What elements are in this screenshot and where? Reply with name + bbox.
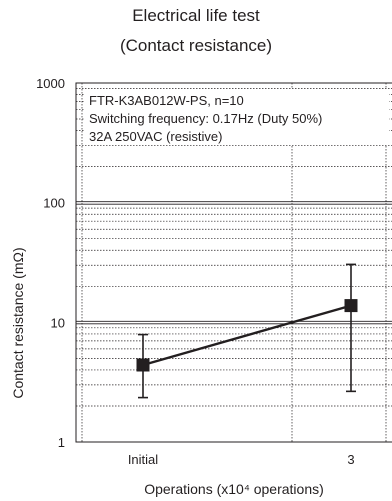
series-line <box>142 304 352 367</box>
annotation-background <box>85 89 389 145</box>
y-tick-label: 1000 <box>36 76 65 91</box>
data-point-marker <box>344 299 358 313</box>
x-tick-label: 3 <box>347 452 354 467</box>
y-tick-label: 10 <box>51 315 65 330</box>
annotation-line-1: FTR-K3AB012W-PS, n=10 <box>89 93 244 108</box>
y-tick-label: 100 <box>43 196 65 211</box>
plot-frame <box>75 82 392 443</box>
x-tick-label: Initial <box>128 452 158 467</box>
annotation-line-2: Switching frequency: 0.17Hz (Duty 50%) <box>89 111 322 126</box>
y-axis-label: Contact resistance (mΩ) <box>10 247 26 399</box>
data-series <box>136 263 358 399</box>
annotation-line-3: 32A 250VAC (resistive) <box>89 129 222 144</box>
major-gridlines <box>76 201 392 325</box>
x-axis-label: Operations (x10⁴ operations) <box>144 481 324 497</box>
chart-title-line-1: Electrical life test <box>132 6 260 25</box>
y-tick-label: 1 <box>58 435 65 450</box>
x-tick-labels: Initial 3 <box>128 452 355 467</box>
data-point-marker <box>136 358 150 372</box>
y-tick-labels: 1 10 100 1000 <box>36 76 65 450</box>
annotation-block: FTR-K3AB012W-PS, n=10 Switching frequenc… <box>89 93 322 144</box>
chart-title-line-2: (Contact resistance) <box>119 36 273 55</box>
